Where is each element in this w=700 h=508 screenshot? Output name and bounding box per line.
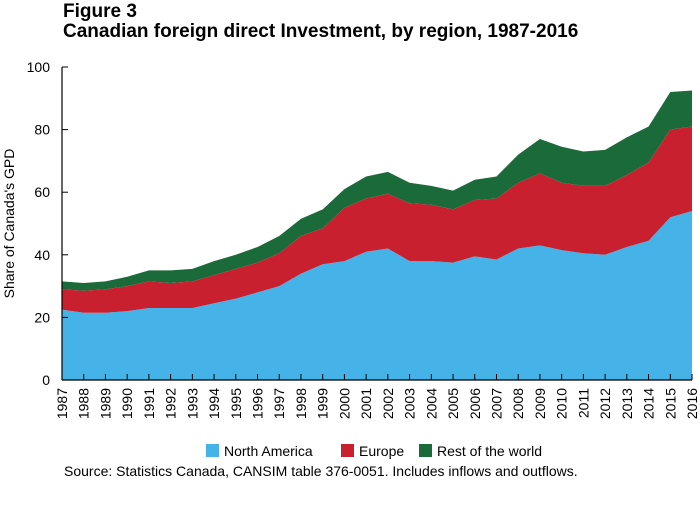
legend-label: Rest of the world [437, 443, 542, 459]
x-tick-label: 1993 [184, 388, 200, 419]
legend-label: Europe [359, 443, 404, 459]
x-tick-label: 2016 [684, 388, 700, 419]
legend-swatch [341, 444, 354, 457]
area-rest-of-the-world [62, 90, 692, 291]
x-tick-label: 2003 [402, 388, 418, 419]
stacked-area-chart: 0 20 40 60 80 100 1987 1988 1989 1990 1991 1992 1993… [1, 59, 700, 459]
x-tick-label: 2009 [532, 388, 548, 419]
y-tick-label: 0 [42, 372, 50, 388]
x-tick-label: 2002 [380, 388, 396, 419]
chart-title: Canadian foreign direct Investment, by r… [63, 21, 579, 42]
x-tick-label: 1990 [119, 388, 135, 419]
y-tick-label: 60 [34, 184, 50, 200]
x-tick-label: 2001 [358, 388, 374, 419]
x-tick-label: 1992 [163, 388, 179, 419]
x-tick-label: 1989 [97, 388, 113, 419]
x-tick-label: 2000 [336, 388, 352, 419]
axes-layer: 0 20 40 60 80 100 1987 1988 1989 1990 1991 1992 1993… [1, 59, 700, 419]
x-tick-label: 2012 [597, 388, 613, 419]
x-tick-label: 2005 [445, 388, 461, 419]
legend-swatch [419, 444, 432, 457]
x-tick-label: 2014 [641, 388, 657, 419]
y-tick-label: 80 [34, 122, 50, 138]
x-tick-label: 1996 [250, 388, 266, 419]
x-tick-label: 2011 [575, 388, 591, 418]
x-tick-label: 1991 [141, 388, 157, 419]
x-tick-label: 2015 [662, 388, 678, 419]
x-tick-label: 1998 [293, 388, 309, 419]
y-tick-label: 20 [34, 309, 50, 325]
area-layer [62, 90, 692, 380]
x-tick-label: 1997 [271, 388, 287, 419]
area-north-america [62, 211, 692, 380]
x-tick-label: 1999 [315, 388, 331, 419]
y-tick-label: 40 [34, 247, 50, 263]
x-tick-label: 1988 [76, 388, 92, 419]
source-note: Source: Statistics Canada, CANSIM table … [64, 463, 578, 479]
x-tick-label: 2007 [488, 388, 504, 419]
x-tick-label: 1987 [54, 388, 70, 419]
y-axis-title: Share of Canada's GPD [1, 149, 17, 299]
x-tick-label: 2010 [554, 388, 570, 419]
x-tick-label: 2006 [467, 388, 483, 419]
figure-label: Figure 3 [63, 1, 137, 22]
x-tick-label: 1994 [206, 388, 222, 419]
x-tick-label: 2004 [423, 388, 439, 419]
legend-swatch [206, 444, 219, 457]
area-europe [62, 126, 692, 313]
legend: North America Europe Rest of the world [206, 443, 542, 459]
y-tick-label: 100 [27, 59, 51, 75]
legend-label: North America [224, 443, 313, 459]
x-tick-label: 1995 [228, 388, 244, 419]
x-tick-label: 2013 [619, 388, 635, 419]
x-tick-label: 2008 [510, 388, 526, 419]
